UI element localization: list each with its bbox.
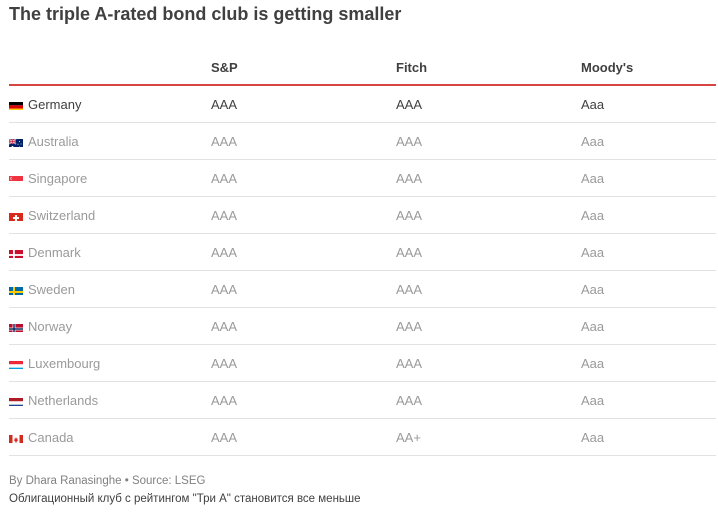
table-body: Germany AAA AAA Aaa Australia AAA AAA Aaa [9,86,716,456]
sp-rating: AAA [211,134,238,149]
caption: Облигационный клуб с рейтингом "Три А" с… [9,493,361,505]
country-name: Australia [28,134,79,149]
fitch-rating: AAA [396,134,423,149]
header-moodys: Moody's [581,60,634,75]
sp-rating: AAA [211,208,238,223]
footer-credit: By Dhara Ranasinghe • Source: LSEG [9,475,205,487]
table-row: Singapore AAA AAA Aaa [9,160,716,197]
country-name: Norway [28,319,73,334]
sp-rating: AAA [211,356,238,371]
fitch-rating: AAA [396,208,423,223]
table-row: Sweden AAA AAA Aaa [9,271,716,308]
germany-flag-icon [9,100,23,110]
singapore-flag-icon [9,174,23,184]
country-cell: Switzerland [9,208,95,223]
country-cell: Singapore [9,171,87,186]
fitch-rating: AAA [396,282,423,297]
country-name: Netherlands [28,393,99,408]
country-cell: Sweden [9,282,75,297]
country-cell: Germany [9,97,81,112]
moodys-rating: Aaa [581,171,605,186]
table-row: Germany AAA AAA Aaa [9,86,716,123]
fitch-rating: AAA [396,171,423,186]
country-name: Canada [28,430,74,445]
source-text: Source: LSEG [131,475,206,487]
country-name: Luxembourg [28,356,101,371]
australia-flag-icon [9,137,23,147]
norway-flag-icon [9,322,23,332]
country-name: Germany [28,97,82,112]
moodys-rating: Aaa [581,134,605,149]
table-row: Denmark AAA AAA Aaa [9,234,716,271]
moodys-rating: Aaa [581,430,605,445]
moodys-rating: Aaa [581,393,605,408]
table-header-row: S&P Fitch Moody's [9,48,716,86]
moodys-rating: Aaa [581,282,605,297]
separator-dot: • [124,475,129,487]
header-fitch: Fitch [396,60,428,75]
chart-title: The triple A-rated bond club is getting … [9,4,402,24]
country-name: Sweden [28,282,75,297]
moodys-rating: Aaa [581,319,605,334]
fitch-rating: AAA [396,393,423,408]
denmark-flag-icon [9,248,23,258]
table-row: Netherlands AAA AAA Aaa [9,382,716,419]
country-cell: Luxembourg [9,356,100,371]
switzerland-flag-icon [9,211,23,221]
sp-rating: AAA [211,430,238,445]
sp-rating: AAA [211,171,238,186]
country-cell: Australia [9,134,79,149]
netherlands-flag-icon [9,396,23,406]
table-row: Norway AAA AAA Aaa [9,308,716,345]
sp-rating: AAA [211,97,238,112]
table-row: Australia AAA AAA Aaa [9,123,716,160]
moodys-rating: Aaa [581,97,605,112]
sp-rating: AAA [211,393,238,408]
country-cell: Netherlands [9,393,98,408]
fitch-rating: AAA [396,356,423,371]
header-sp: S&P [211,60,238,75]
ratings-table: S&P Fitch Moody's Germany AAA AAA Aaa [9,48,716,456]
canada-flag-icon [9,433,23,443]
country-cell: Denmark [9,245,81,260]
moodys-rating: Aaa [581,208,605,223]
country-cell: Norway [9,319,72,334]
country-cell: Canada [9,430,74,445]
table-row: Switzerland AAA AAA Aaa [9,197,716,234]
fitch-rating: AAA [396,319,423,334]
sp-rating: AAA [211,319,238,334]
country-name: Switzerland [28,208,96,223]
luxembourg-flag-icon [9,359,23,369]
fitch-rating: AAA [396,245,423,260]
byline: By Dhara Ranasinghe [9,475,122,487]
moodys-rating: Aaa [581,245,605,260]
fitch-rating: AAA [396,97,423,112]
country-name: Singapore [28,171,88,186]
table-row: Luxembourg AAA AAA Aaa [9,345,716,382]
sweden-flag-icon [9,285,23,295]
sp-rating: AAA [211,245,238,260]
moodys-rating: Aaa [581,356,605,371]
table-row: Canada AAA AA+ Aaa [9,419,716,456]
fitch-rating: AA+ [396,430,421,445]
sp-rating: AAA [211,282,238,297]
country-name: Denmark [28,245,81,260]
